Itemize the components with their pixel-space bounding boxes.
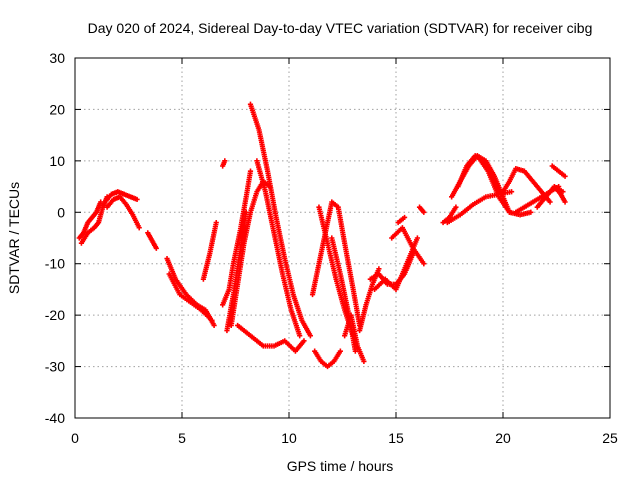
data-point xyxy=(401,214,408,221)
series-arc-32 xyxy=(500,165,553,205)
y-tick-label: 20 xyxy=(49,101,65,117)
data-point xyxy=(136,225,142,231)
chart-title: Day 020 of 2024, Sidereal Day-to-day VTE… xyxy=(88,20,593,36)
data-point xyxy=(301,338,307,344)
y-tick-label: -20 xyxy=(45,307,65,323)
data-point xyxy=(222,158,228,164)
series-arc-8 xyxy=(200,219,219,282)
series-arc-9 xyxy=(220,158,228,169)
series-arc-15 xyxy=(254,158,303,339)
data-point xyxy=(376,266,382,272)
series-arc-13 xyxy=(235,322,307,354)
x-tick-label: 20 xyxy=(495,430,511,446)
data-point xyxy=(547,199,553,205)
series-arc-26 xyxy=(416,204,427,215)
x-tick-label: 5 xyxy=(178,430,186,446)
data-point xyxy=(508,189,515,195)
y-axis-label: SDTVAR / TECUs xyxy=(6,182,22,294)
series-arc-4 xyxy=(104,194,142,231)
data-point xyxy=(414,235,420,241)
y-tick-label: 10 xyxy=(49,153,65,169)
x-tick-label: 0 xyxy=(71,430,79,446)
series-arc-36 xyxy=(551,183,568,205)
data-point xyxy=(361,358,367,365)
y-tick-label: -40 xyxy=(45,410,65,426)
data-point xyxy=(153,245,159,251)
plot-frame xyxy=(74,57,611,419)
y-tick-label: 30 xyxy=(49,50,65,66)
series-arc-24 xyxy=(389,225,427,267)
data-point xyxy=(528,209,534,215)
x-tick-label: 10 xyxy=(281,430,297,446)
series-arc-2 xyxy=(78,194,110,246)
data-point xyxy=(307,333,313,339)
data-point xyxy=(247,168,254,174)
series-arc-17 xyxy=(312,348,343,370)
data-point xyxy=(562,199,568,205)
x-axis-label: GPS time / hours xyxy=(287,458,394,474)
y-tick-label: -10 xyxy=(45,256,65,272)
data-point xyxy=(297,333,303,339)
series-arc-20 xyxy=(342,312,367,365)
y-tick-label: 0 xyxy=(57,204,65,220)
data-point xyxy=(562,173,568,179)
series-arc-5 xyxy=(145,230,159,251)
data-point xyxy=(213,219,219,226)
series-arc-16 xyxy=(309,199,363,329)
data-point xyxy=(337,348,343,354)
series-arc-35 xyxy=(549,163,568,179)
series-arc-14 xyxy=(247,101,313,339)
data-point xyxy=(134,196,140,203)
data-point xyxy=(209,317,215,323)
data-point xyxy=(421,209,427,215)
x-tick-label: 25 xyxy=(602,430,618,446)
data-point xyxy=(211,322,217,329)
axis-ticks: 0 5 10 15 20 25 30 20 10 0 -10 -20 -30 -40 xyxy=(45,50,618,446)
data-point xyxy=(421,261,427,267)
x-tick-label: 15 xyxy=(388,430,404,446)
data-point xyxy=(453,204,459,210)
series-arc-25 xyxy=(395,214,408,226)
data-point xyxy=(352,348,358,354)
series-arc-7 xyxy=(166,271,215,323)
y-tick-label: -30 xyxy=(45,359,65,375)
data-points xyxy=(76,101,568,370)
series-arc-3 xyxy=(102,189,140,205)
